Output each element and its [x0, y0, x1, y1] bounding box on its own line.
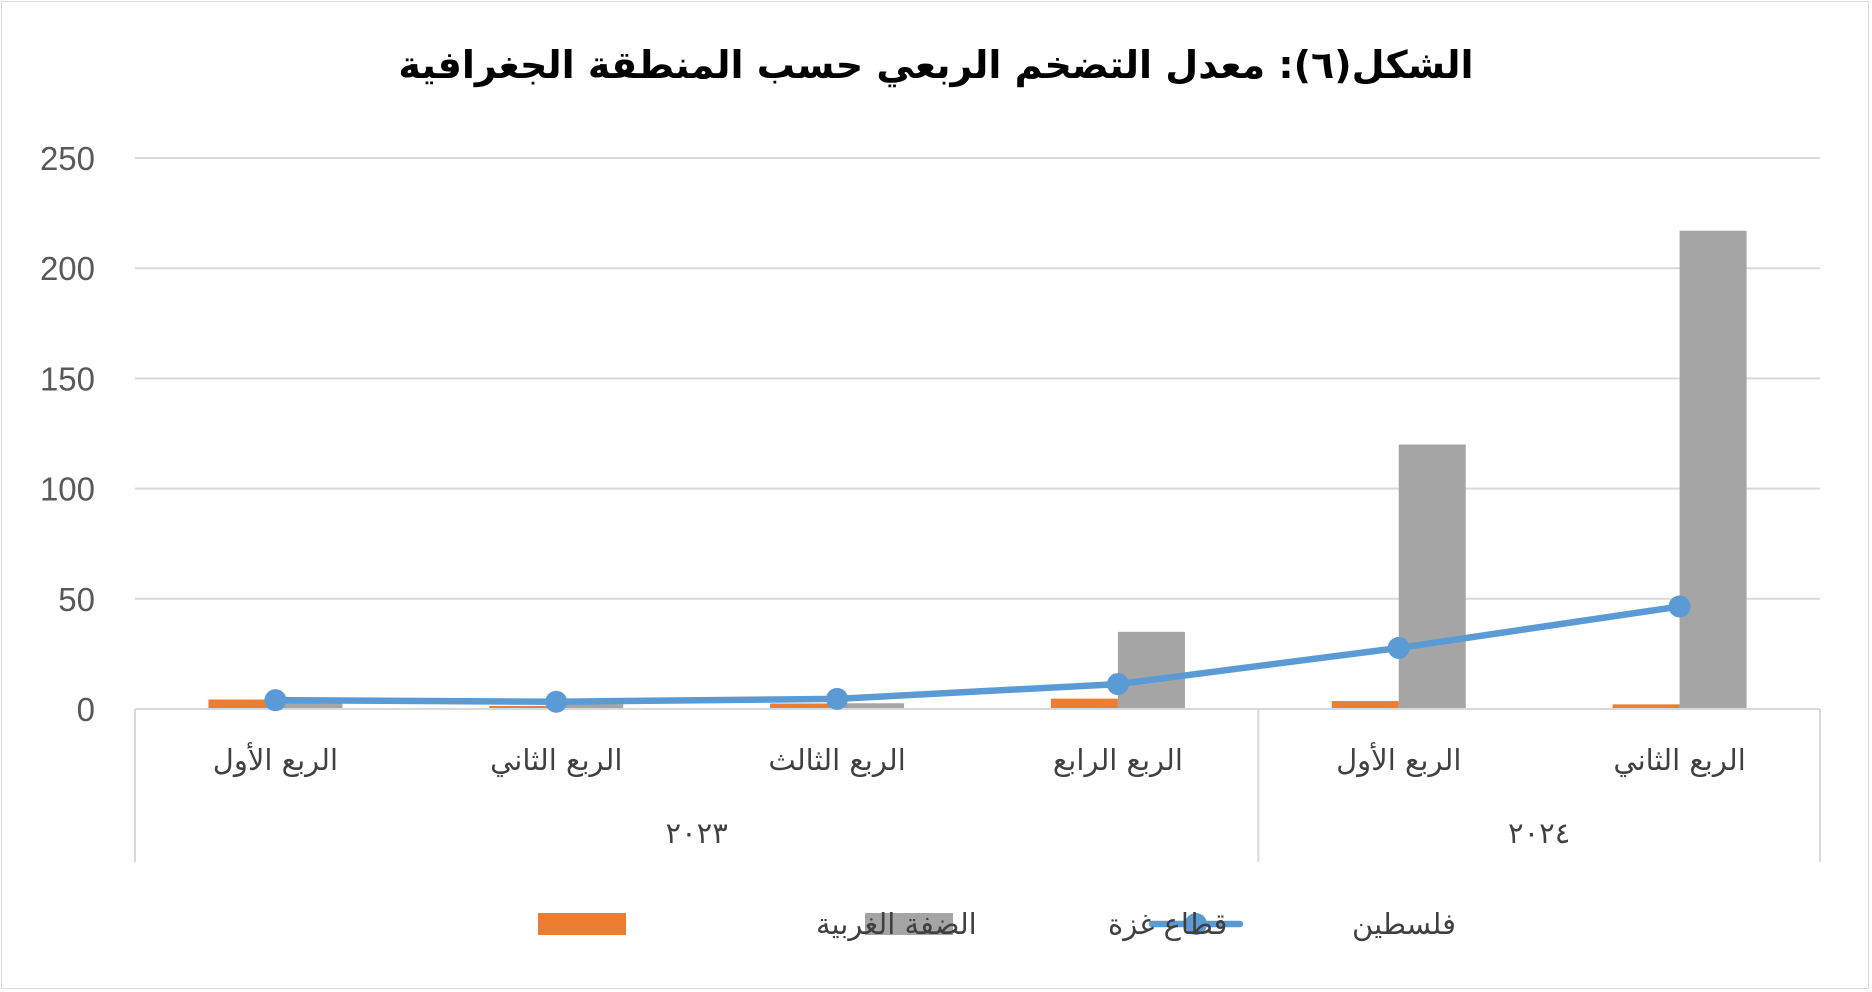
x-axis: الربع الأول الربع الثاني الربع الثالث الربع… [134, 708, 1821, 862]
gridlines [135, 157, 1820, 600]
x-tick-label: الربع الأول [213, 741, 338, 777]
line-point [264, 689, 287, 712]
legend-label: الضفة الغربية [816, 907, 977, 941]
y-tick-label: 150 [40, 360, 95, 397]
line-point [826, 687, 849, 710]
bar [770, 703, 838, 709]
x-group-label: ٢٠٢٤ [1508, 816, 1570, 850]
y-axis-ticks: 0 50 100 150 200 250 [40, 140, 95, 728]
legend-swatch-marker [1185, 913, 1207, 935]
bar [556, 704, 624, 709]
bar [837, 703, 905, 709]
x-tick-label: الربع الأول [1336, 741, 1461, 777]
bar [1679, 230, 1747, 709]
legend-swatch-bar [865, 913, 953, 935]
legend-label: قطاع غزة [1108, 907, 1227, 941]
bar [1117, 631, 1185, 709]
legend: فلسطين قطاع غزة الضفة الغربية [538, 907, 1456, 941]
line-point [545, 690, 568, 713]
bar [489, 705, 557, 709]
line-point [1668, 595, 1691, 618]
line-point [1387, 636, 1410, 659]
bar [1050, 698, 1118, 709]
x-tick-label: الربع الثاني [490, 743, 622, 778]
line-point [1106, 673, 1129, 696]
x-tick-label: الربع الرابع [1053, 743, 1183, 777]
bars [208, 230, 1747, 709]
series-line [272, 603, 1683, 705]
x-tick-label: الربع الثاني [1613, 743, 1745, 778]
line-series [264, 595, 1691, 713]
bar [275, 702, 343, 709]
bar [1398, 444, 1466, 709]
legend-swatch-bar [538, 913, 626, 935]
legend-label: فلسطين [1352, 907, 1456, 941]
chart-title: الشكل(٦): معدل التضخم الربعي حسب المنطقة… [398, 43, 1473, 88]
y-tick-label: 100 [40, 471, 95, 508]
bar [1612, 704, 1680, 709]
y-tick-label: 250 [40, 140, 95, 177]
bar [1331, 701, 1399, 709]
y-tick-label: 200 [40, 250, 95, 287]
bar [208, 699, 276, 709]
x-group-label: ٢٠٢٣ [666, 816, 728, 850]
y-tick-label: 50 [58, 581, 95, 618]
y-tick-label: 0 [77, 691, 95, 728]
x-tick-label: الربع الثالث [768, 743, 905, 777]
